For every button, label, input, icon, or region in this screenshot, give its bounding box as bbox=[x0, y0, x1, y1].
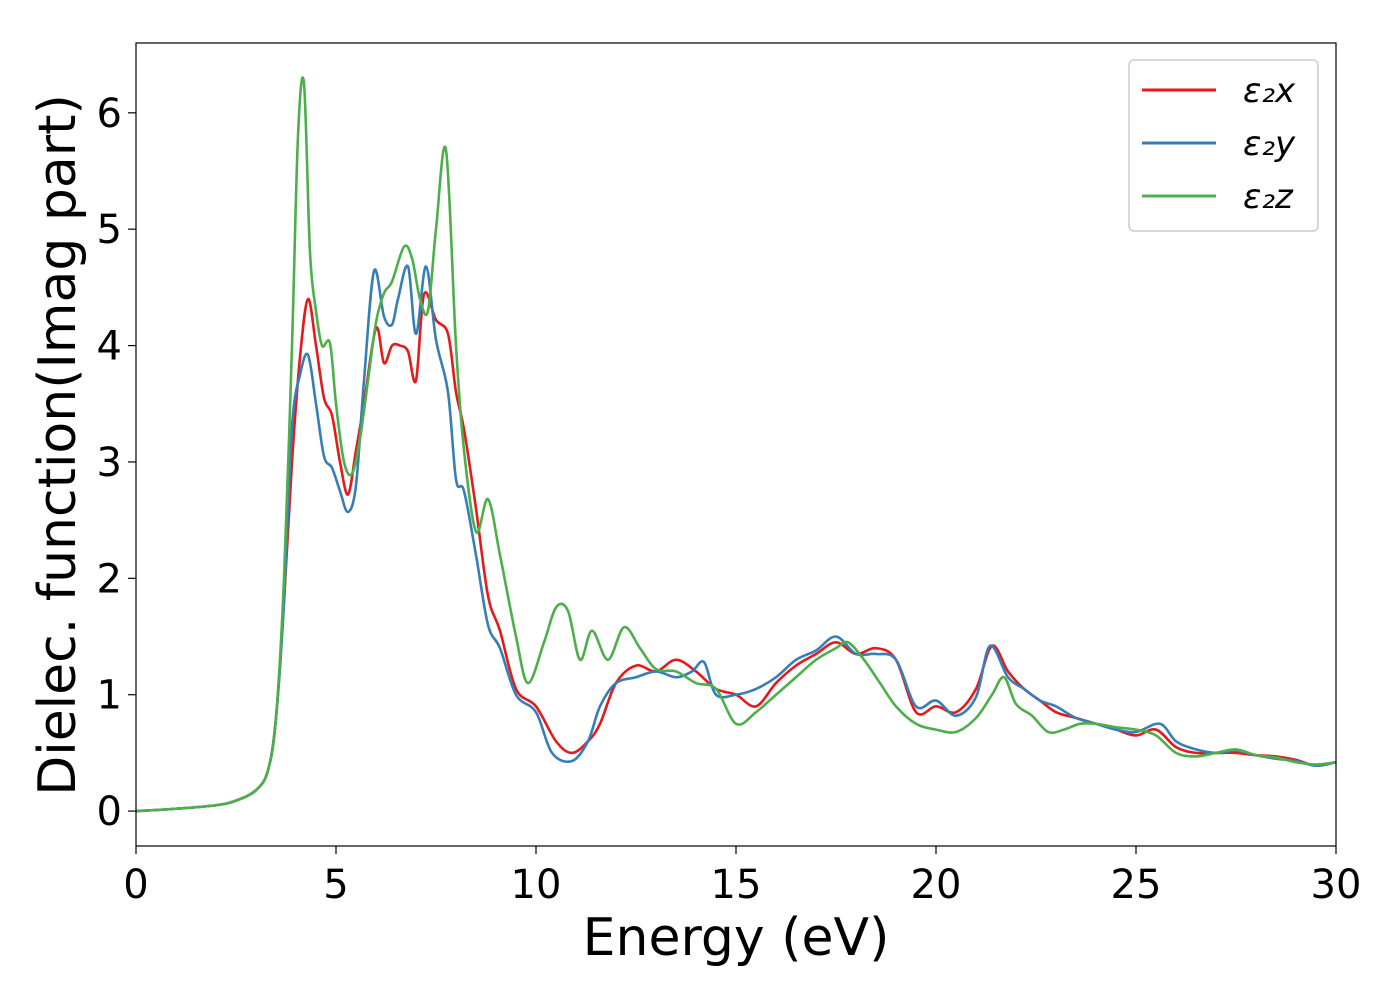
y-tick-label: 4 bbox=[97, 324, 122, 370]
x-tick-label: 25 bbox=[1111, 862, 1162, 908]
legend-label-z: ε₂z bbox=[1243, 177, 1294, 217]
y-tick-label: 5 bbox=[97, 207, 122, 253]
legend-box bbox=[1128, 59, 1319, 232]
x-tick-label: 15 bbox=[711, 862, 762, 908]
y-tick-label: 6 bbox=[97, 91, 122, 137]
y-axis-title: Dielec. function(Imag part) bbox=[28, 94, 88, 796]
x-tick-label: 10 bbox=[511, 862, 562, 908]
series-line-z bbox=[135, 76, 1337, 813]
x-tick-label: 20 bbox=[911, 862, 962, 908]
x-ticks: 0 5 10 15 20 25 30 bbox=[123, 846, 1361, 908]
x-tick-label: 30 bbox=[1311, 862, 1362, 908]
legend-label-x: ε₂x bbox=[1243, 71, 1296, 111]
series-layer bbox=[135, 76, 1337, 813]
y-tick-label: 3 bbox=[97, 440, 122, 486]
y-ticks: 0 1 2 3 4 5 6 bbox=[97, 91, 136, 835]
series-line-y bbox=[135, 264, 1337, 813]
y-tick-label: 1 bbox=[97, 673, 122, 719]
legend: ε₂x ε₂y ε₂z bbox=[1128, 59, 1319, 232]
x-tick-label: 0 bbox=[123, 862, 148, 908]
y-tick-label: 2 bbox=[97, 556, 122, 602]
x-axis-title: Energy (eV) bbox=[583, 908, 890, 968]
x-tick-label: 5 bbox=[323, 862, 348, 908]
y-tick-label: 0 bbox=[97, 789, 122, 835]
legend-label-y: ε₂y bbox=[1243, 124, 1296, 164]
